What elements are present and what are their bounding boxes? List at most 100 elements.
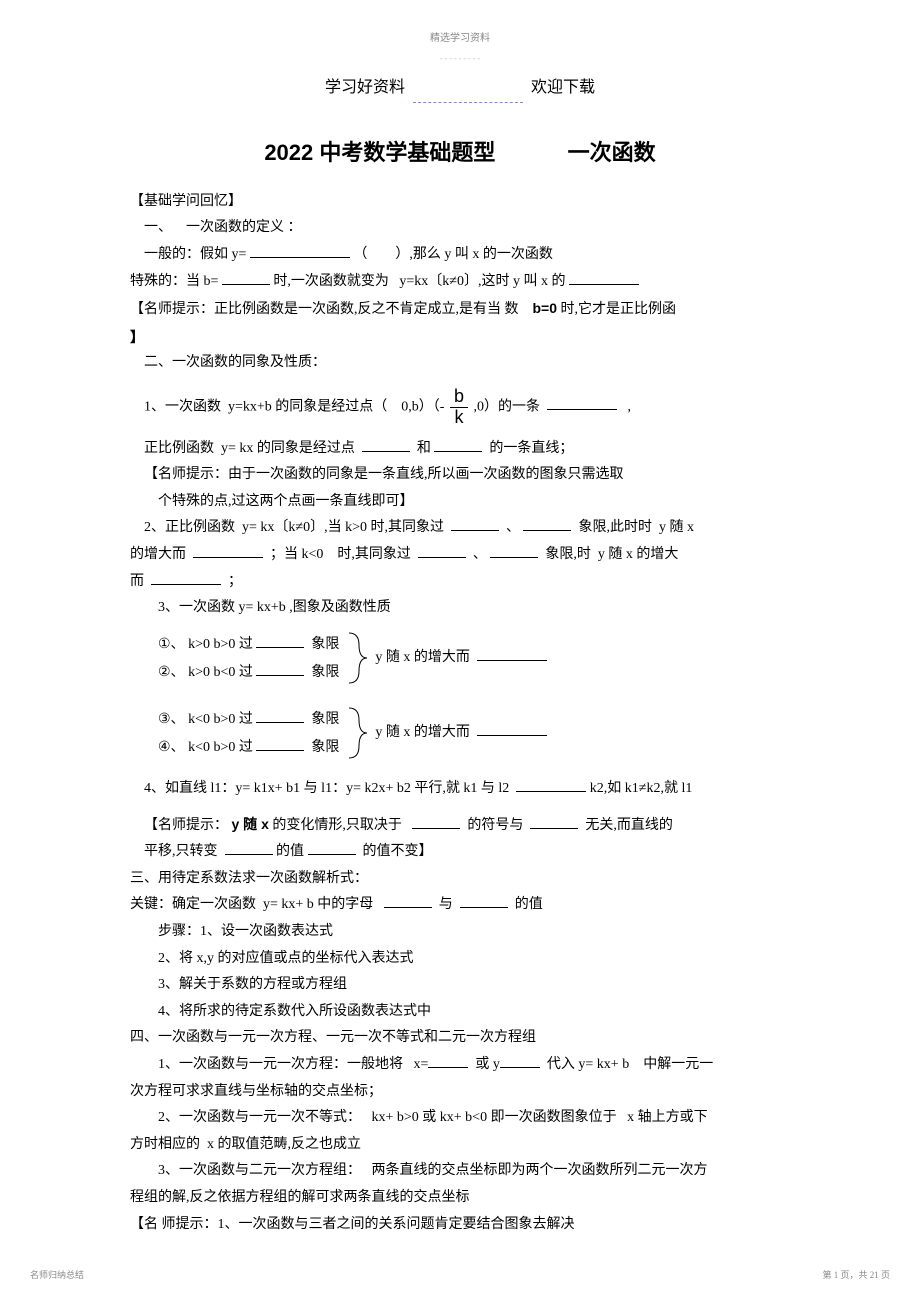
text: 【名师提示： <box>144 818 228 833</box>
text: 4、如直线 l1：y= k1x+ b1 与 l1：y= k2x+ b2 平行,就… <box>144 781 509 796</box>
blank <box>428 1053 468 1068</box>
text: kx+ b>0 或 kx+ b<0 即一次函数图象位于 <box>372 1110 617 1125</box>
document-title: 2022 中考数学基础题型 一次函数 <box>130 133 790 173</box>
s1-hint1: 【名师提示：正比例函数是一次函数,反之不肯定成立,是有当 数 b=0 时,它才是… <box>130 295 790 324</box>
text: 关键：确定一次函数 <box>130 897 256 912</box>
section-1-head: 一、 一次函数的定义 ： <box>130 215 790 242</box>
text: （ ）,那么 y 叫 x 的一次函数 <box>353 247 553 262</box>
text: 一般的：假如 <box>144 247 228 262</box>
s1-line2: 特殊的：当 b= 时,一次函数就变为 y=kx〔k≠0〕,这时 y 叫 x 的 <box>130 269 790 296</box>
text: 象限 <box>311 740 339 755</box>
circled-1: ①、 <box>158 630 185 657</box>
title-mid: 中考数学基础题型 <box>319 140 495 165</box>
s1-hint1-end: 】 <box>130 324 790 351</box>
text: 的增大而 <box>130 547 186 562</box>
brace-group-1: ①、 k>0 b>0 过 象限 ②、 k>0 b<0 过 象限 y 随 x 的增… <box>130 630 790 687</box>
top-label: 精选学习资料 <box>130 30 790 48</box>
text: 象限 <box>311 637 339 652</box>
text: 象限 <box>311 665 339 680</box>
s2-hint4: 平移,只转变 的值 的值不变】 <box>130 839 790 866</box>
text: y= kx〔k≠0〕,当 k>0 时,其同象过 <box>242 520 444 535</box>
text: y 随 x <box>659 520 694 535</box>
blank <box>523 516 571 531</box>
fraction-b-over-k: b k <box>450 387 468 428</box>
text: 代入 y= kx+ b 中解一元一 <box>547 1057 713 1072</box>
content-body: 【基础学问回忆】 一、 一次函数的定义 ： 一般的：假如 y= （ ）,那么 y… <box>130 189 790 1238</box>
title-year: 2022 <box>264 140 313 165</box>
s2-hint1: 【名师提示：由于一次函数的同象是一条直线,所以画一次函数的图象只需选取 <box>130 462 790 489</box>
text: 的变化情形,只取决于 <box>272 818 402 833</box>
brace-right-content: y 随 x 的增大而 <box>375 720 547 747</box>
text: 、 <box>506 520 520 535</box>
text: x 的取值范畴,反之也成立 <box>207 1137 361 1152</box>
blank <box>256 661 304 676</box>
s3-step1: 步骤：1、设一次函数表达式 <box>130 919 790 946</box>
text: 3、一次函数与二元一次方程组： <box>158 1163 361 1178</box>
blank <box>451 516 499 531</box>
text: 象限 <box>311 712 339 727</box>
s2-hint2: 个特殊的点,过这两个点画一条直线即可】 <box>130 489 790 516</box>
blank <box>256 633 304 648</box>
text: 2、正比例函数 <box>144 520 235 535</box>
blank <box>362 437 410 452</box>
text: 的一条直线； <box>489 441 573 456</box>
s3-step4: 4、将所求的待定系数代入所设函数表达式中 <box>130 999 790 1026</box>
s4-line1: 1、一次函数与一元一次方程：一般地将 x= 或 y 代入 y= kx+ b 中解… <box>130 1052 790 1079</box>
s3-line1: 关键：确定一次函数 y= kx+ b 中的字母 与 的值 <box>130 892 790 919</box>
text: k>0 b>0 过 <box>188 637 253 652</box>
s1-line1: 一般的：假如 y= （ ）,那么 y 叫 x 的一次函数 <box>130 242 790 269</box>
brace-group-2: ③、 k<0 b>0 过 象限 ④、 k<0 b>0 过 象限 y 随 x 的增… <box>130 705 790 762</box>
text: ；当 k<0 时,其同象过 <box>270 547 411 562</box>
text: y 随 x 的增大而 <box>375 650 470 665</box>
text: x= <box>414 1057 429 1072</box>
text: y 随 x 的增大 <box>598 547 679 562</box>
section-4-head: 四、一次函数与一元一次方程、一元一次不等式和二元一次方程组 <box>130 1025 790 1052</box>
blank <box>530 814 578 829</box>
text: k<0 b>0 过 <box>188 740 253 755</box>
section-recall: 【基础学问回忆】 <box>130 189 790 216</box>
s2-hint3: 【名师提示： y 随 x 的变化情形,只取决于 的符号与 无关,而直线的 <box>130 811 790 840</box>
blank <box>490 543 538 558</box>
blank <box>418 543 466 558</box>
text: 的值 <box>276 844 304 859</box>
brace-left-content: ①、 k>0 b>0 过 象限 ②、 k>0 b<0 过 象限 <box>158 630 339 687</box>
numerator: b <box>450 387 468 408</box>
header-underline <box>413 102 523 103</box>
text: 1、一次函数 <box>144 399 221 414</box>
s4-line2: 次方程可求求直线与坐标轴的交点坐标； <box>130 1079 790 1106</box>
text: ,0）的一条 <box>473 399 540 414</box>
text: 和 <box>417 441 431 456</box>
text: k>0 b<0 过 <box>188 665 253 680</box>
footer-left: 名师归纳总结 <box>30 1267 84 1283</box>
s3-step3: 3、解关于系数的方程或方程组 <box>130 972 790 999</box>
text: ； <box>228 574 242 589</box>
text: y=kx+b 的同象是经过点（ 0,b）（- <box>228 399 444 414</box>
text: 的值 <box>515 897 543 912</box>
s2-line6: 3、一次函数 y= kx+b ,图象及函数性质 <box>130 595 790 622</box>
text: 时,一次函数就变为 <box>273 274 389 289</box>
header-left-text: 学习好资料 <box>325 74 405 103</box>
blank <box>256 708 304 723</box>
text: 方时相应的 <box>130 1137 200 1152</box>
blank <box>256 736 304 751</box>
brace-left-content: ③、 k<0 b>0 过 象限 ④、 k<0 b>0 过 象限 <box>158 705 339 762</box>
text: y=kx〔k≠0〕,这时 y 叫 x 的 <box>399 274 565 289</box>
s2-line3: 2、正比例函数 y= kx〔k≠0〕,当 k>0 时,其同象过 、 象限,此时时… <box>130 515 790 542</box>
blank <box>193 543 263 558</box>
s4-line3: 2、一次函数与一元一次不等式： kx+ b>0 或 kx+ b<0 即一次函数图… <box>130 1105 790 1132</box>
top-sublabel: - - - - - - - - - <box>130 52 790 66</box>
s4-line4: 方时相应的 x 的取值范畴,反之也成立 <box>130 1132 790 1159</box>
text: 1、一次函数与一元一次方程：一般地将 <box>158 1057 403 1072</box>
text: 【名师提示：正比例函数是一次函数,反之不肯定成立,是有当 数 <box>130 302 519 317</box>
text: 而 <box>130 574 144 589</box>
text: 或 y <box>475 1057 500 1072</box>
text: 两条直线的交点坐标即为两个一次函数所列二元一次方 <box>372 1163 708 1178</box>
s4-line5: 3、一次函数与二元一次方程组： 两条直线的交点坐标即为两个一次函数所列二元一次方 <box>130 1158 790 1185</box>
text: 时,它才是正比例函 <box>561 302 677 317</box>
blank <box>308 840 356 855</box>
blank <box>250 243 350 258</box>
text: x 轴上方或下 <box>627 1110 708 1125</box>
text: 平移,只转变 <box>144 844 218 859</box>
text: 象限,此时时 <box>578 520 652 535</box>
text: k<0 b>0 过 <box>188 712 253 727</box>
